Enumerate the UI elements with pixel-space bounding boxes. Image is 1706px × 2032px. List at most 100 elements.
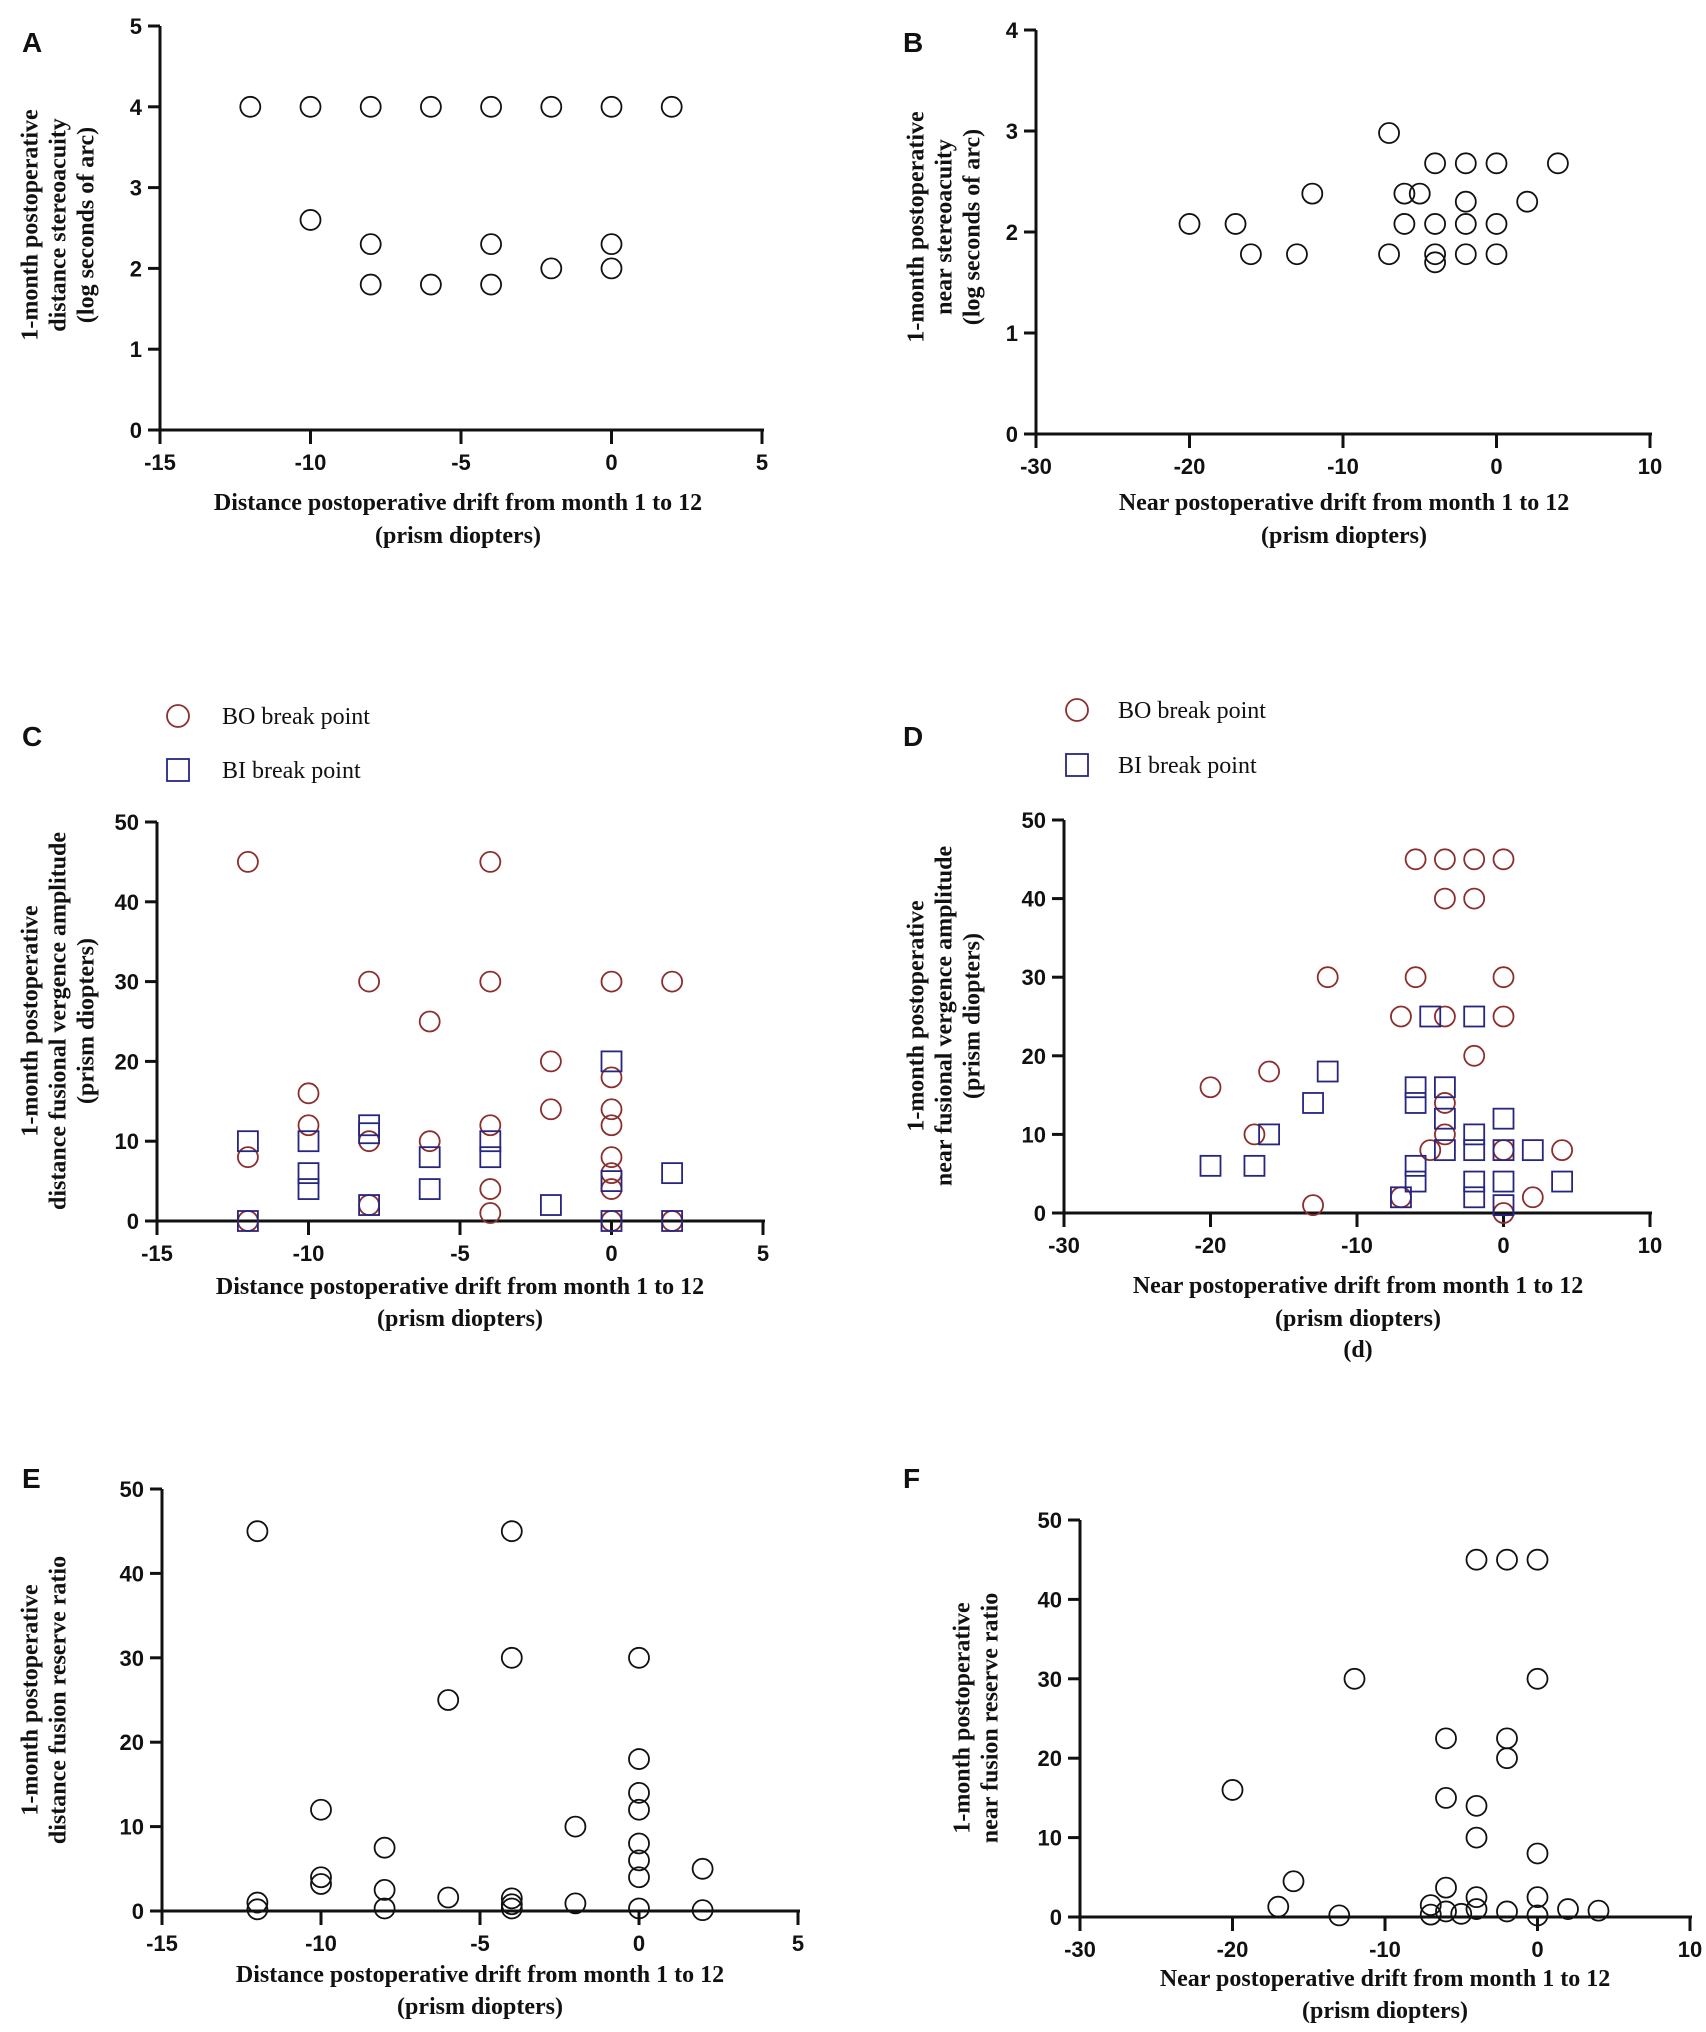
x-tick-label: -10 <box>295 450 327 475</box>
data-point <box>628 1897 650 1920</box>
x-tick-label: 10 <box>1678 1937 1702 1962</box>
x-tick-label: 5 <box>792 1931 804 1956</box>
data-point <box>246 1520 269 1543</box>
data-point <box>373 1879 396 1901</box>
data-point <box>310 1866 332 1889</box>
x-tick-label: -5 <box>470 1931 490 1956</box>
bo-point <box>1463 887 1486 910</box>
y-tick-label: 10 <box>1038 1826 1062 1851</box>
y-tick-label: 5 <box>130 14 142 39</box>
chart-panel-f: F -30 -20 -10 0 10 0 10 20 30 40 50 Near postoperati… <box>903 1463 1702 2024</box>
data-point <box>419 95 442 118</box>
bo-point <box>358 1194 381 1216</box>
y-tick-label: 30 <box>1038 1667 1062 1692</box>
bo-point <box>1521 1186 1544 1209</box>
bi-point <box>1492 1194 1515 1217</box>
y-tick-label: 0 <box>130 418 142 443</box>
bo-point <box>418 1130 441 1153</box>
data-point <box>1496 1548 1518 1571</box>
bo-point <box>1199 1076 1222 1099</box>
data-point <box>1526 1904 1549 1927</box>
bi-point <box>1463 1123 1486 1146</box>
bi-point <box>1404 1076 1427 1099</box>
data-point <box>1435 1787 1457 1809</box>
bo-point <box>1492 848 1515 871</box>
data-point <box>500 1520 523 1543</box>
bo-point <box>600 1098 623 1121</box>
data-point <box>500 1887 523 1910</box>
x-tick-label: 0 <box>1490 454 1502 479</box>
x-tick-label: -15 <box>141 1241 173 1266</box>
data-point <box>1267 1895 1290 1918</box>
data-point <box>564 1892 587 1915</box>
x-axis-label: (prism diopters) <box>397 1994 563 2020</box>
data-point <box>1419 1894 1442 1916</box>
y-tick-label: 20 <box>1038 1746 1062 1771</box>
bi-point <box>1258 1123 1280 1146</box>
bi-point <box>297 1162 320 1185</box>
bo-point <box>297 1082 320 1105</box>
data-point <box>359 233 382 256</box>
bi-point <box>1463 1139 1486 1162</box>
y-tick-label: 2 <box>130 256 142 281</box>
y-tick-label: 10 <box>120 1815 144 1840</box>
data-point <box>1435 1876 1457 1899</box>
bi-point <box>600 1170 623 1192</box>
data-point <box>600 257 623 280</box>
y-tick-label: 20 <box>1022 1044 1046 1069</box>
data-point <box>1435 1900 1457 1923</box>
bo-point <box>1419 1139 1442 1162</box>
bi-point <box>1463 1005 1486 1028</box>
bi-point <box>1243 1154 1266 1177</box>
y-axis-label: 1-month postoperative <box>904 900 930 1132</box>
data-point <box>1526 1842 1549 1865</box>
x-tick-label: -15 <box>146 1931 178 1956</box>
y-tick-label: 40 <box>1022 887 1046 912</box>
panel-letter: B <box>903 27 923 58</box>
data-point <box>1424 152 1446 175</box>
y-tick-label: 50 <box>120 1477 144 1502</box>
bo-point <box>418 1010 441 1033</box>
y-tick-label: 0 <box>127 1209 139 1234</box>
bo-point <box>1404 848 1427 871</box>
legend-label: BI break point <box>222 758 361 784</box>
data-point <box>540 95 563 118</box>
y-tick-label: 0 <box>1050 1905 1062 1930</box>
y-tick-label: 0 <box>1034 1201 1046 1226</box>
bo-point <box>540 1050 562 1073</box>
x-axis-label: Near postoperative drift from month 1 to… <box>1133 1273 1583 1299</box>
x-tick-label: -30 <box>1048 1233 1080 1258</box>
data-point <box>1378 243 1400 266</box>
bi-point <box>1492 1170 1515 1193</box>
data-point <box>1240 243 1262 266</box>
x-tick-label: -10 <box>1341 1233 1373 1258</box>
data-point <box>1547 152 1569 175</box>
data-point <box>480 273 503 296</box>
data-point <box>1286 243 1308 266</box>
data-point <box>691 1857 714 1880</box>
bo-point <box>236 851 259 873</box>
data-point <box>600 95 623 118</box>
bo-point <box>1463 848 1486 871</box>
bo-point <box>1258 1060 1280 1083</box>
bi-point <box>1551 1170 1573 1193</box>
y-tick-label: 20 <box>120 1730 144 1755</box>
bo-point <box>1434 1092 1456 1114</box>
data-point <box>1454 213 1477 235</box>
bi-point <box>1390 1186 1412 1209</box>
data-point <box>373 1897 396 1920</box>
bi-point <box>1199 1154 1222 1177</box>
panel-letter: A <box>22 27 42 58</box>
data-point <box>1496 1727 1518 1750</box>
x-axis-label: Near postoperative drift from month 1 to… <box>1119 490 1569 516</box>
data-point <box>239 95 262 118</box>
data-point <box>1526 1667 1549 1690</box>
bo-point <box>600 1178 623 1200</box>
bi-point <box>236 1130 259 1153</box>
bi-point <box>479 1146 502 1169</box>
data-point <box>1224 213 1247 235</box>
bi-point <box>1463 1186 1486 1209</box>
chart-panel-a: A -15 -10 -5 0 5 0 1 2 3 4 5 Distance postoperative … <box>18 14 769 549</box>
panel-letter: E <box>22 1463 41 1494</box>
